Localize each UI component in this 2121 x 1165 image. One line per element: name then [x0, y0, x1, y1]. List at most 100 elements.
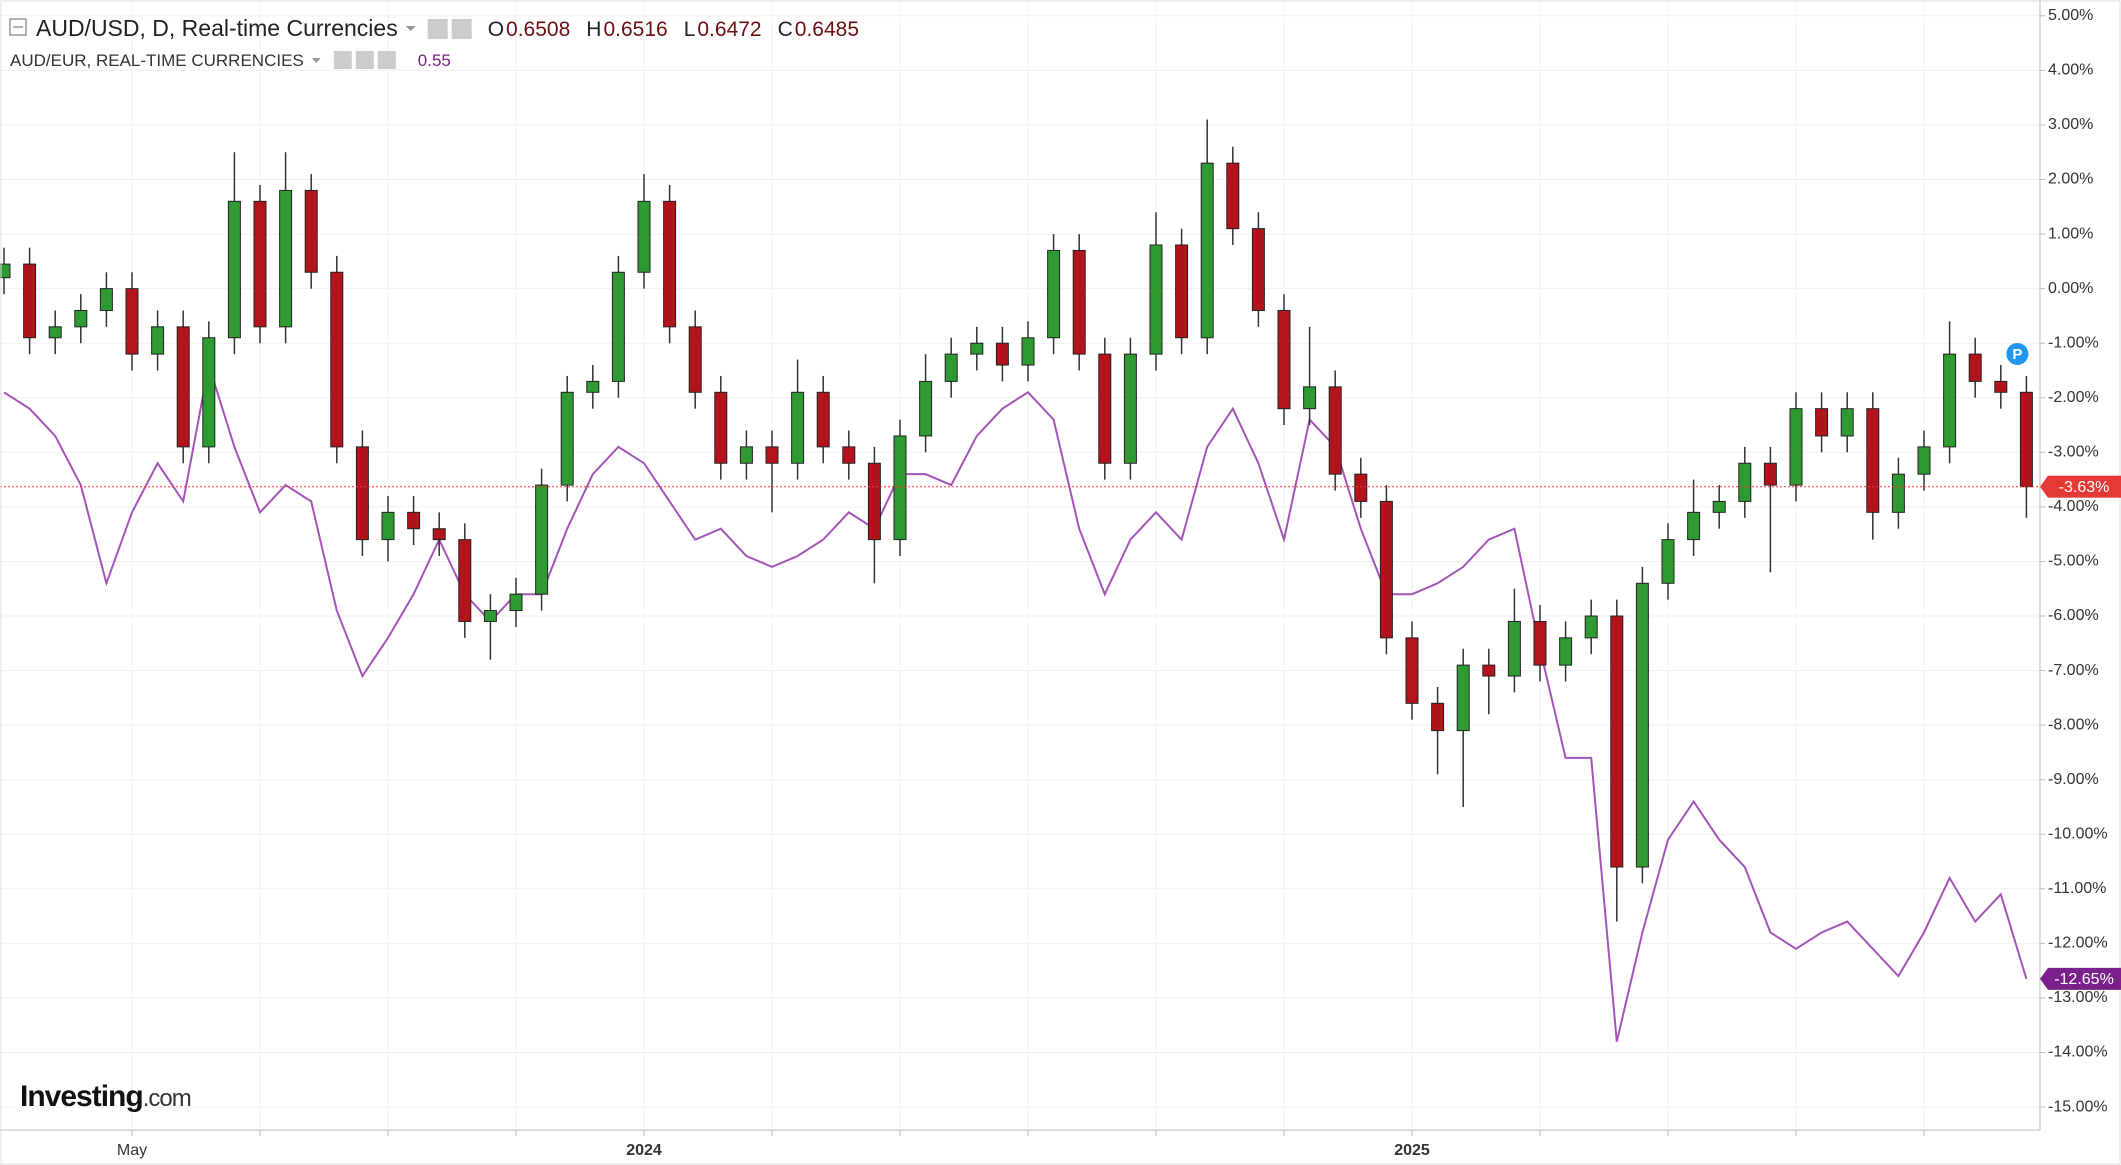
line-series: [3, 364, 2028, 1042]
y-tick-label: 1.00%: [2048, 225, 2093, 242]
candle-body: [1866, 408, 1880, 513]
candle-body: [48, 326, 62, 339]
compare-icons: [333, 51, 396, 69]
y-tick-label: 2.00%: [2048, 171, 2093, 188]
candle-body: [253, 200, 267, 328]
candle-body: [1917, 446, 1931, 475]
brand-name: Investing: [20, 1080, 143, 1113]
candle-body: [227, 200, 241, 339]
candle-body: [125, 288, 139, 355]
candle-body: [381, 511, 395, 541]
collapse-icon[interactable]: [9, 18, 27, 36]
candle-body: [1200, 162, 1214, 339]
y-tick-label: -6.00%: [2048, 607, 2099, 624]
candle-body: [74, 309, 88, 328]
y-tick-label: 4.00%: [2048, 62, 2093, 79]
y-tick-label: -12.00%: [2048, 935, 2108, 952]
candle-body: [867, 462, 881, 541]
brand: Investing.com: [20, 1080, 191, 1113]
compare-title: AUD/EUR, REAL-TIME CURRENCIES: [10, 51, 304, 70]
candle-body: [1123, 353, 1137, 464]
candle-body: [1021, 337, 1035, 366]
candle-body: [407, 511, 421, 530]
y-tick-label: -8.00%: [2048, 716, 2099, 733]
y-tick-label: -4.00%: [2048, 498, 2099, 515]
quote-value: 0.6485: [795, 18, 859, 41]
candle-body: [970, 342, 984, 355]
candle-body: [1047, 249, 1061, 339]
candle-body: [1328, 386, 1342, 475]
y-tick-label: -13.00%: [2048, 989, 2108, 1006]
candle-body: [1482, 664, 1496, 677]
candle-body: [1584, 615, 1598, 639]
candle-body: [1456, 664, 1470, 732]
last-value-pointer: [2040, 967, 2048, 990]
candle-body: [1226, 162, 1240, 230]
candle-body: [0, 263, 11, 279]
x-tick-label: 2024: [626, 1142, 662, 1159]
y-tick-label: 3.00%: [2048, 116, 2093, 133]
candle-body: [1968, 353, 1982, 382]
compare-value: 0.55: [418, 51, 451, 70]
dropdown-arrow[interactable]: [311, 58, 321, 63]
candle-body: [1507, 620, 1521, 677]
y-tick-label: -14.00%: [2048, 1044, 2108, 1061]
candle-body: [432, 528, 446, 541]
candle-body: [1687, 511, 1701, 541]
candle-body: [1661, 539, 1675, 584]
candle-body: [714, 391, 728, 464]
candle-body: [1763, 462, 1777, 486]
position-marker-label: P: [2012, 346, 2022, 363]
brand-logo: Investing.com: [20, 1080, 192, 1113]
candle-body: [1431, 702, 1445, 732]
settings-icon[interactable]: [427, 19, 448, 39]
quote-label: O: [488, 18, 504, 41]
candle-body: [1891, 473, 1905, 513]
position-marker[interactable]: [2006, 342, 2029, 365]
candle-body: [202, 337, 216, 448]
series-title: AUD/USD, D, Real-time Currencies: [36, 15, 398, 41]
candle-body: [1815, 408, 1829, 437]
candle-body: [1840, 408, 1854, 437]
quote-label: H: [586, 18, 601, 41]
candle-body: [688, 326, 702, 393]
candle-body: [1738, 462, 1752, 502]
candle-body: [995, 342, 1009, 366]
y-tick-label: -5.00%: [2048, 553, 2099, 570]
candle-body: [483, 610, 497, 622]
last-value-pointer: [2040, 475, 2048, 498]
quote-label: L: [684, 18, 696, 41]
candle-body: [586, 380, 600, 393]
candle-body: [1354, 473, 1368, 502]
candle-body: [637, 200, 651, 273]
y-tick-label: -2.00%: [2048, 389, 2099, 406]
candle-body: [330, 271, 344, 448]
quote-value: 0.6472: [697, 18, 761, 41]
candle-body: [1712, 500, 1726, 513]
candle-body: [842, 446, 856, 464]
visibility-icon[interactable]: [355, 51, 374, 69]
y-tick-label: -11.00%: [2048, 880, 2106, 897]
candle-body: [663, 200, 677, 328]
last-value-label: -3.63%: [2059, 479, 2110, 496]
last-value-box: [2048, 967, 2121, 990]
candle-body: [1149, 244, 1163, 355]
visibility-icon[interactable]: [451, 19, 472, 39]
candle-body: [1994, 380, 2008, 393]
candle-body: [1559, 637, 1573, 666]
candle-body: [1251, 228, 1265, 311]
remove-icon[interactable]: [377, 51, 396, 69]
candle-body: [176, 326, 190, 448]
candle-body: [1379, 500, 1393, 639]
y-tick-label: 5.00%: [2048, 7, 2093, 24]
candle-body: [1277, 309, 1291, 410]
settings-icon[interactable]: [333, 51, 352, 69]
y-tick-label: -7.00%: [2048, 662, 2099, 679]
quote-value: 0.6508: [506, 18, 570, 41]
x-tick-label: 2025: [1394, 1142, 1430, 1159]
dropdown-arrow[interactable]: [405, 26, 416, 31]
y-tick-label: -10.00%: [2048, 825, 2108, 842]
candle-body: [1405, 637, 1419, 704]
